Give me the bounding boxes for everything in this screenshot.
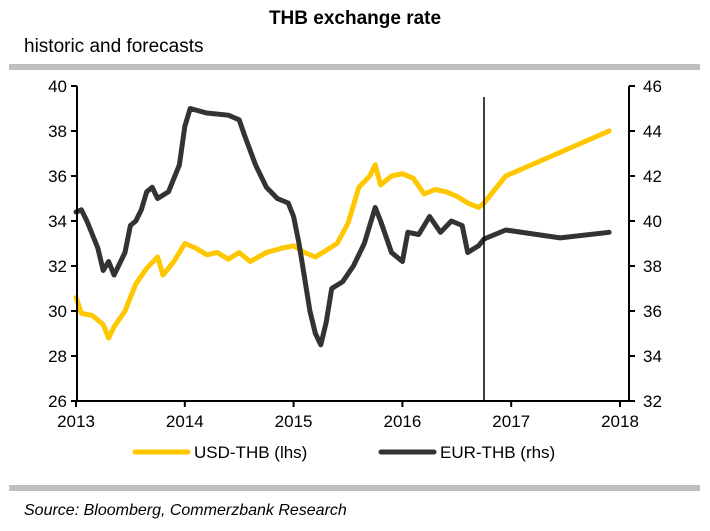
left-y-ticks: 26 28 30 32 34 36 38 40 (48, 77, 77, 411)
left-y-tick-label: 36 (48, 167, 67, 186)
right-y-tick-label: 40 (643, 212, 662, 231)
right-y-tick-label: 34 (643, 347, 662, 366)
left-y-tick-label: 28 (48, 347, 67, 366)
source-note: Source: Bloomberg, Commerzbank Research (24, 502, 347, 519)
right-y-tick-label: 44 (643, 122, 662, 141)
right-y-tick-label: 42 (643, 167, 662, 186)
legend: USD-THB (lhs) EUR-THB (rhs) (132, 443, 555, 462)
x-tick-label: 2015 (275, 412, 313, 431)
right-y-ticks: 32 34 36 38 40 42 44 46 (629, 77, 662, 411)
legend-label-usd: USD-THB (lhs) (194, 443, 307, 462)
left-y-tick-label: 30 (48, 302, 67, 321)
x-tick-label: 2014 (166, 412, 204, 431)
bottom-divider (9, 485, 700, 491)
left-y-tick-label: 32 (48, 257, 67, 276)
left-y-tick-label: 40 (48, 77, 67, 96)
series-line-eur-thb (73, 106, 612, 348)
series-line-usd-thb (73, 128, 612, 341)
right-y-tick-label: 36 (643, 302, 662, 321)
chart-subtitle: historic and forecasts (24, 36, 204, 57)
x-tick-label: 2013 (57, 412, 95, 431)
top-divider (9, 64, 700, 70)
right-y-tick-label: 38 (643, 257, 662, 276)
legend-label-eur: EUR-THB (rhs) (440, 443, 555, 462)
chart-title: THB exchange rate (268, 8, 442, 29)
series-layer (73, 106, 612, 348)
x-tick-label: 2016 (383, 412, 421, 431)
left-y-tick-label: 38 (48, 122, 67, 141)
x-tick-label: 2018 (601, 412, 639, 431)
x-ticks: 2013 2014 2015 2016 2017 2018 (57, 401, 639, 431)
left-y-tick-label: 34 (48, 212, 67, 231)
right-y-tick-label: 46 (643, 77, 662, 96)
left-y-tick-label: 26 (48, 392, 67, 411)
right-y-tick-label: 32 (643, 392, 662, 411)
x-tick-label: 2017 (492, 412, 530, 431)
